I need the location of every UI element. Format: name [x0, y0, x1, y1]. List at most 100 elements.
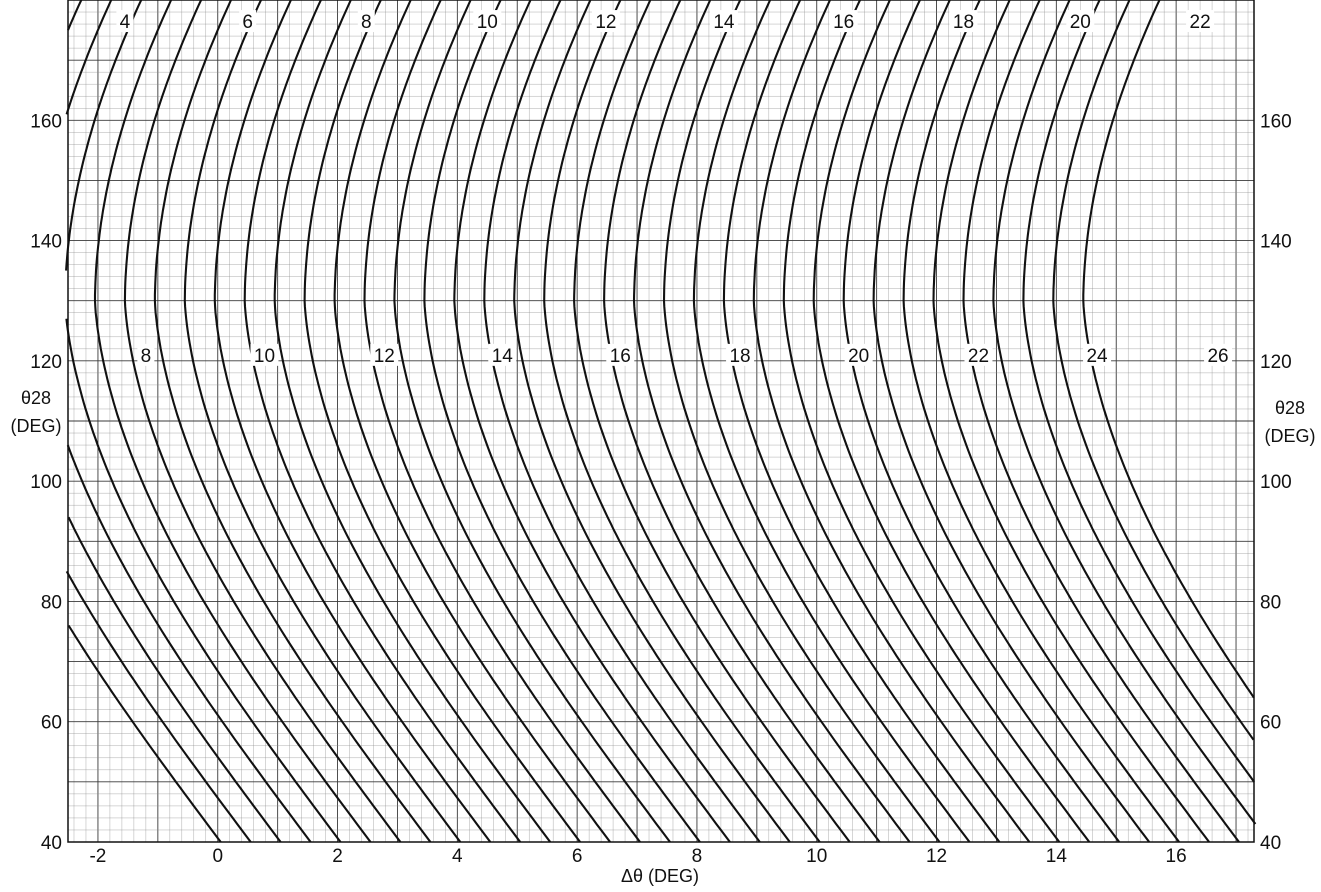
curve-label-mid-24: 24	[1086, 346, 1108, 367]
curve-label-top-18-bg	[949, 10, 978, 33]
y-tick-label-right: 160	[1260, 111, 1292, 132]
y-tick-label-left: 100	[30, 472, 62, 493]
curve-16	[423, 0, 701, 843]
curve-label-mid-14-bg	[488, 343, 517, 366]
curve-label-mid-10: 10	[254, 346, 275, 367]
curve-label-mid-16-bg	[606, 343, 635, 366]
y-tick-label-right: 140	[1260, 232, 1292, 253]
x-tick-label: 14	[1046, 846, 1068, 867]
plot-frame	[67, 0, 1255, 843]
curve-37	[1052, 0, 1255, 741]
curve-5	[93, 0, 372, 843]
curve-label-mid-18-bg	[726, 343, 755, 366]
y-tick-label-left: 140	[30, 232, 62, 253]
curve-20	[543, 0, 821, 843]
curve-32	[902, 0, 1180, 843]
y-axis-title-right-line1: θ28	[1275, 398, 1305, 418]
curve-30	[842, 0, 1121, 843]
y-tick-label-right: 100	[1260, 472, 1292, 493]
curve-21	[573, 0, 851, 843]
curve-19	[513, 0, 791, 843]
curve-label-mid-22-bg	[964, 343, 993, 366]
curve-12	[303, 0, 581, 843]
curve-17	[453, 0, 731, 843]
y-tick-label-left: 80	[41, 592, 62, 613]
curve-28	[782, 0, 1061, 843]
curve-label-top-16-bg	[829, 10, 858, 33]
curve-label-mid-18: 18	[729, 346, 750, 367]
curve-4	[65, 0, 342, 843]
y-axis-title-left-line1: θ28	[21, 388, 51, 408]
curve-7	[153, 0, 432, 843]
curve-label-mid-8: 8	[141, 346, 152, 367]
curve-2	[67, 0, 282, 843]
curve-label-mid-20: 20	[848, 346, 869, 367]
y-tick-label-right: 80	[1260, 592, 1281, 613]
curve-1	[65, 570, 252, 843]
curve-9	[213, 0, 492, 843]
curve-label-mid-12-bg	[370, 343, 399, 366]
curve-36	[1022, 0, 1255, 783]
curve-label-mid-22: 22	[968, 346, 989, 367]
curve-label-top-22-bg	[1186, 10, 1215, 33]
curve-label-mid-26: 26	[1207, 346, 1228, 367]
curve-label-mid-8-bg	[137, 343, 155, 366]
curve-27	[752, 0, 1031, 843]
curve-8	[183, 0, 462, 843]
x-tick-label: 4	[452, 846, 463, 867]
curve-label-top-16: 16	[833, 12, 854, 33]
curve-label-mid-16: 16	[610, 346, 631, 367]
curve-6	[123, 0, 402, 843]
curve-0	[67, 624, 222, 843]
curve-31	[872, 0, 1151, 843]
x-tick-label: -2	[89, 846, 106, 867]
curve-26	[722, 0, 1001, 843]
x-tick-label: 0	[212, 846, 223, 867]
curve-label-top-8: 8	[361, 12, 372, 33]
curve-13	[333, 0, 611, 843]
curve-label-top-6-bg	[239, 10, 257, 33]
curve-label-mid-10-bg	[250, 343, 279, 366]
y-tick-label-left: 40	[41, 833, 62, 854]
x-tick-label: 2	[332, 846, 343, 867]
curve-23	[632, 0, 911, 843]
curve-22	[603, 0, 881, 843]
curve-15	[393, 0, 671, 843]
axes: -2 0 2 4 6 8 10 12 14 164060801001201401604060801…	[30, 111, 1291, 867]
x-tick-label: 16	[1166, 846, 1187, 867]
y-tick-label-left: 160	[30, 111, 62, 132]
y-tick-label-right: 60	[1260, 713, 1281, 734]
curve-label-top-20-bg	[1066, 10, 1095, 33]
curve-29	[812, 0, 1091, 843]
x-tick-label: 10	[806, 846, 827, 867]
y-tick-label-left: 120	[30, 352, 62, 373]
curve-label-top-18: 18	[953, 12, 974, 33]
curve-25	[692, 0, 971, 843]
curve-35	[992, 0, 1257, 825]
curve-label-mid-14: 14	[492, 346, 514, 367]
curve-18	[483, 0, 761, 843]
curve-label-mid-24-bg	[1083, 343, 1112, 366]
y-tick-label-left: 60	[41, 713, 62, 734]
curve-labels: 4 6 8 10 12 14 16 18 20 22 8 10 12 14 16 18 20 22 24 26	[116, 10, 1233, 367]
curve-label-mid-12: 12	[374, 346, 395, 367]
curve-label-top-20: 20	[1070, 12, 1091, 33]
curve-10	[243, 0, 522, 843]
y-axis-title-right-line2: (DEG)	[1265, 426, 1316, 446]
y-tick-label-right: 120	[1260, 352, 1292, 373]
curve-label-top-12-bg	[591, 10, 620, 33]
curve-label-mid-26-bg	[1204, 343, 1233, 366]
curve-label-top-14: 14	[713, 12, 735, 33]
curve-label-top-6: 6	[242, 12, 253, 33]
curve-24	[662, 0, 941, 843]
curve-label-top-4-bg	[116, 10, 134, 33]
y-tick-label-right: 40	[1260, 833, 1281, 854]
curve-label-top-12: 12	[595, 12, 616, 33]
x-axis-title: Δθ (DEG)	[621, 866, 699, 886]
curve-11	[273, 0, 552, 843]
curve-3	[65, 0, 312, 843]
curve-label-top-8-bg	[357, 10, 375, 33]
curve-14	[363, 0, 641, 843]
x-tick-label: 6	[572, 846, 583, 867]
